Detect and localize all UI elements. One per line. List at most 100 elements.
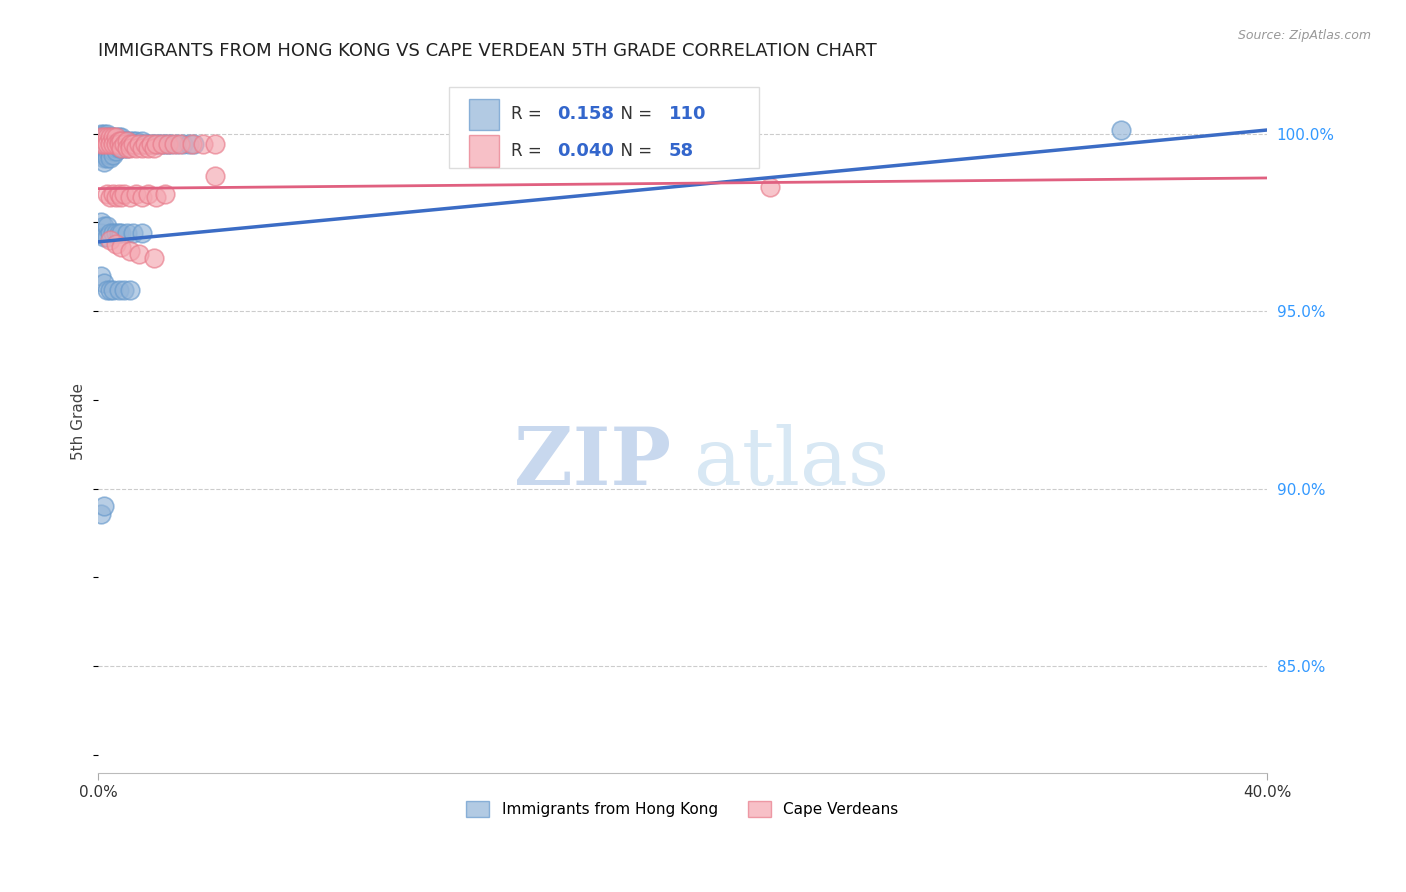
Point — [90, 141, 112, 155]
Point — [107, 134, 129, 148]
Point — [93, 134, 115, 148]
Point — [101, 145, 124, 159]
Text: 0.158: 0.158 — [557, 105, 614, 123]
Point — [136, 141, 159, 155]
Text: 110: 110 — [668, 105, 706, 123]
Point — [104, 145, 127, 159]
Point — [1109, 123, 1132, 137]
Point — [131, 141, 153, 155]
Point — [101, 134, 124, 148]
Point — [112, 283, 135, 297]
Point — [93, 130, 115, 145]
Point — [139, 137, 162, 152]
Point — [759, 179, 782, 194]
Point — [122, 134, 145, 148]
Point — [96, 130, 118, 145]
Point — [112, 137, 135, 152]
Point — [96, 127, 118, 141]
Point — [125, 134, 148, 148]
Point — [90, 127, 112, 141]
Point — [125, 186, 148, 201]
Point — [177, 137, 200, 152]
Point — [112, 141, 135, 155]
Point — [193, 137, 215, 152]
Point — [112, 134, 135, 148]
Point — [107, 186, 129, 201]
Point — [90, 141, 112, 155]
Point — [142, 137, 165, 152]
Point — [90, 137, 112, 152]
Point — [93, 141, 115, 155]
Point — [110, 130, 132, 145]
Point — [101, 226, 124, 240]
Point — [93, 130, 115, 145]
FancyBboxPatch shape — [468, 136, 499, 167]
Point — [96, 145, 118, 159]
Point — [101, 148, 124, 162]
Point — [117, 134, 139, 148]
Point — [104, 130, 127, 145]
Point — [204, 137, 226, 152]
Point — [93, 127, 115, 141]
Point — [98, 130, 121, 145]
Text: IMMIGRANTS FROM HONG KONG VS CAPE VERDEAN 5TH GRADE CORRELATION CHART: IMMIGRANTS FROM HONG KONG VS CAPE VERDEA… — [98, 42, 877, 60]
Text: Source: ZipAtlas.com: Source: ZipAtlas.com — [1237, 29, 1371, 43]
Point — [131, 137, 153, 152]
Point — [150, 137, 173, 152]
Point — [180, 137, 202, 152]
Point — [107, 134, 129, 148]
Point — [145, 137, 167, 152]
Point — [90, 507, 112, 521]
Text: R =: R = — [510, 105, 547, 123]
Point — [122, 137, 145, 152]
Point — [93, 137, 115, 152]
Point — [96, 141, 118, 155]
Point — [183, 137, 205, 152]
Point — [96, 229, 118, 244]
Point — [157, 137, 180, 152]
Point — [96, 283, 118, 297]
Point — [120, 283, 142, 297]
Point — [104, 236, 127, 251]
Point — [93, 219, 115, 233]
Point — [110, 226, 132, 240]
Point — [136, 137, 159, 152]
Point — [93, 148, 115, 162]
Point — [117, 141, 139, 155]
Point — [169, 137, 191, 152]
Point — [96, 152, 118, 166]
Point — [93, 134, 115, 148]
Point — [104, 134, 127, 148]
Text: N =: N = — [610, 143, 658, 161]
Text: 0.040: 0.040 — [557, 143, 614, 161]
Point — [98, 137, 121, 152]
Point — [131, 134, 153, 148]
Point — [110, 240, 132, 254]
Point — [98, 141, 121, 155]
Point — [120, 141, 142, 155]
Text: N =: N = — [610, 105, 658, 123]
Point — [96, 186, 118, 201]
Point — [98, 152, 121, 166]
Point — [107, 283, 129, 297]
Point — [110, 134, 132, 148]
Point — [104, 226, 127, 240]
Point — [172, 137, 194, 152]
Point — [93, 500, 115, 514]
Point — [125, 141, 148, 155]
Point — [134, 137, 156, 152]
Point — [117, 141, 139, 155]
Point — [107, 130, 129, 145]
Point — [157, 137, 180, 152]
Point — [96, 148, 118, 162]
Point — [122, 226, 145, 240]
Point — [107, 226, 129, 240]
Point — [148, 137, 170, 152]
Point — [136, 186, 159, 201]
Point — [107, 141, 129, 155]
Point — [104, 137, 127, 152]
Point — [104, 137, 127, 152]
Point — [120, 134, 142, 148]
Text: ZIP: ZIP — [513, 425, 671, 502]
Point — [125, 137, 148, 152]
